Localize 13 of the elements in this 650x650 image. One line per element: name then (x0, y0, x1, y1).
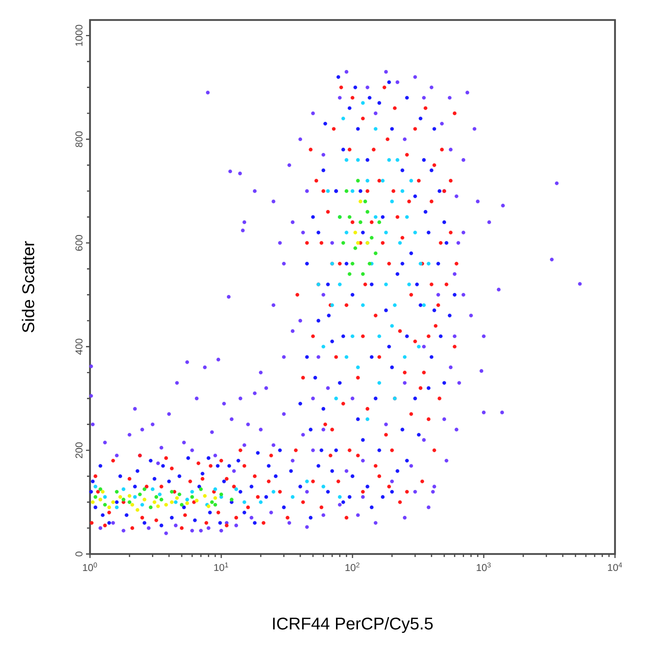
y-tick-label: 1000 (75, 24, 82, 46)
y-tick-label: 400 (75, 338, 82, 355)
x-tick-label: 10$^{3}$ (476, 562, 491, 572)
y-tick-label: 200 (75, 442, 82, 458)
x-tick-label: 10$^{2}$ (346, 562, 360, 572)
x-tick-label: 10$^{0}$ (83, 562, 97, 572)
y-axis-title: Side Scatter (22, 241, 34, 332)
y-tick-label: 800 (75, 131, 82, 148)
x-axis-title: ICRF44 PerCP/Cy5.5 (273, 617, 433, 633)
y-tick-label: 0 (75, 552, 82, 556)
y-tick-label: 600 (75, 235, 82, 251)
x-tick-label: 10$^{4}$ (608, 562, 622, 572)
x-tick-label: 10$^{1}$ (214, 562, 228, 572)
